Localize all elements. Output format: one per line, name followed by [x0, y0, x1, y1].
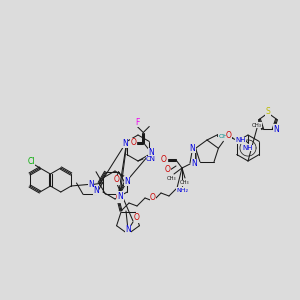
Text: O: O [165, 166, 171, 175]
Text: OH: OH [218, 134, 228, 139]
Text: N: N [190, 144, 196, 153]
Text: NH: NH [243, 145, 253, 151]
Text: N: N [88, 180, 94, 189]
Text: Cl: Cl [27, 158, 35, 166]
Text: N: N [148, 148, 154, 157]
Text: N: N [125, 226, 131, 235]
Text: CN: CN [146, 156, 156, 162]
Text: O: O [134, 214, 140, 223]
Text: N: N [118, 192, 123, 201]
Text: O: O [150, 193, 156, 202]
Text: O: O [114, 175, 119, 184]
Text: N: N [124, 176, 130, 185]
Text: CH₃: CH₃ [251, 123, 262, 128]
Text: O: O [161, 155, 167, 164]
Text: N: N [191, 160, 197, 169]
Text: CH₃: CH₃ [180, 181, 190, 185]
Text: O: O [130, 138, 136, 147]
Text: NH: NH [235, 137, 246, 143]
Text: O: O [116, 194, 122, 202]
Text: N: N [122, 139, 128, 148]
Text: CH₃: CH₃ [167, 176, 177, 181]
Text: N: N [93, 186, 99, 195]
Text: N: N [273, 125, 279, 134]
Text: S: S [266, 106, 270, 116]
Text: NH₂: NH₂ [176, 188, 188, 193]
Text: O: O [226, 130, 232, 140]
Text: F: F [135, 118, 140, 127]
